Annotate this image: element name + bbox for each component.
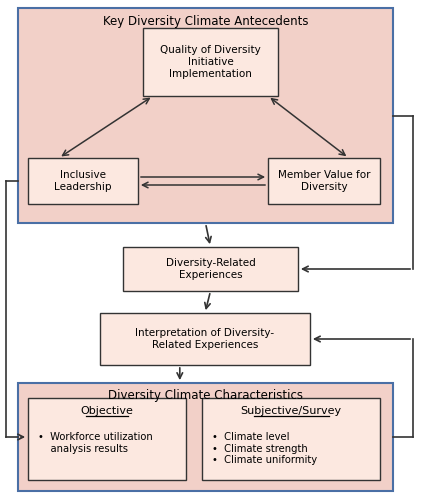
FancyBboxPatch shape xyxy=(18,8,393,223)
Text: Diversity Climate Characteristics: Diversity Climate Characteristics xyxy=(108,390,303,402)
FancyBboxPatch shape xyxy=(28,398,186,480)
Text: Member Value for
Diversity: Member Value for Diversity xyxy=(278,170,370,192)
FancyBboxPatch shape xyxy=(100,313,310,365)
FancyBboxPatch shape xyxy=(123,247,298,291)
Text: Objective: Objective xyxy=(81,406,134,416)
Text: Subjective/Survey: Subjective/Survey xyxy=(240,406,342,416)
Text: Key Diversity Climate Antecedents: Key Diversity Climate Antecedents xyxy=(103,14,308,28)
Text: •  Climate level
•  Climate strength
•  Climate uniformity: • Climate level • Climate strength • Cli… xyxy=(212,432,317,465)
Text: Inclusive
Leadership: Inclusive Leadership xyxy=(54,170,112,192)
Text: •  Workforce utilization
    analysis results: • Workforce utilization analysis results xyxy=(38,432,153,454)
FancyBboxPatch shape xyxy=(268,158,380,204)
Text: Diversity-Related
Experiences: Diversity-Related Experiences xyxy=(166,258,255,280)
Text: Quality of Diversity
Initiative
Implementation: Quality of Diversity Initiative Implemen… xyxy=(160,46,261,78)
Text: Interpretation of Diversity-
Related Experiences: Interpretation of Diversity- Related Exp… xyxy=(135,328,275,350)
FancyBboxPatch shape xyxy=(28,158,138,204)
FancyBboxPatch shape xyxy=(202,398,380,480)
FancyBboxPatch shape xyxy=(18,383,393,491)
FancyBboxPatch shape xyxy=(143,28,278,96)
